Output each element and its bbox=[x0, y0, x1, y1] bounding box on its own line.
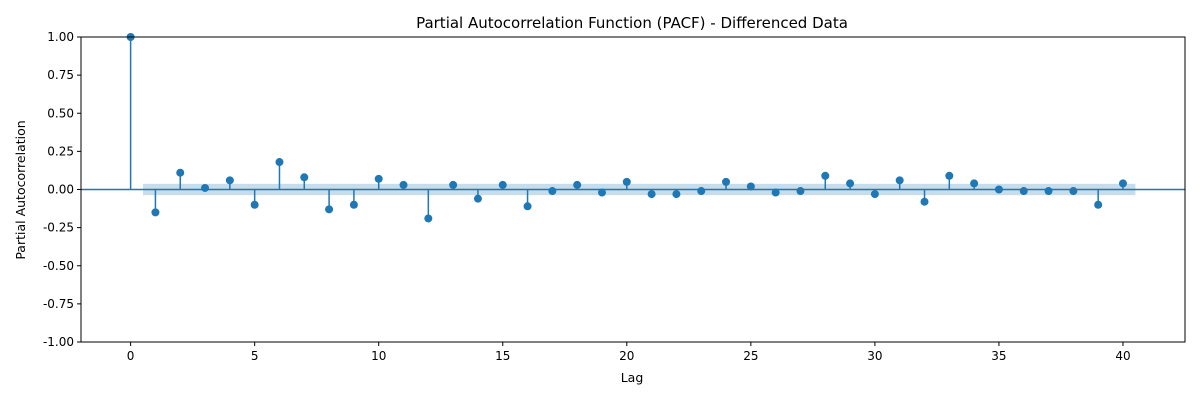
stem-marker bbox=[1118, 179, 1127, 188]
x-tick-label: 40 bbox=[1115, 349, 1130, 363]
stem-marker bbox=[945, 171, 954, 180]
stem-marker bbox=[796, 187, 805, 196]
stem-marker bbox=[399, 180, 408, 189]
stem-marker bbox=[473, 194, 482, 203]
stem-layer bbox=[126, 33, 1127, 223]
y-tick-label: 0.00 bbox=[47, 183, 74, 197]
stem-marker bbox=[994, 185, 1003, 194]
y-tick-label: 0.50 bbox=[47, 106, 74, 120]
stem-marker bbox=[325, 205, 334, 214]
stem-marker bbox=[275, 158, 284, 167]
stem-marker bbox=[821, 171, 830, 180]
x-tick-label: 10 bbox=[371, 349, 386, 363]
stem-marker bbox=[498, 180, 507, 189]
stem-marker bbox=[970, 179, 979, 188]
stem-marker bbox=[374, 174, 383, 183]
x-tick-label: 0 bbox=[127, 349, 135, 363]
stem-marker bbox=[176, 168, 185, 177]
stem-marker bbox=[870, 190, 879, 199]
stem-marker bbox=[722, 177, 731, 186]
stem-marker bbox=[771, 188, 780, 197]
stem-marker bbox=[697, 187, 706, 196]
y-tick-label: -0.50 bbox=[43, 259, 74, 273]
y-tick-label: -0.25 bbox=[43, 221, 74, 235]
y-tick-label: 0.75 bbox=[47, 68, 74, 82]
stem-marker bbox=[250, 200, 259, 209]
y-tick-label: -0.75 bbox=[43, 297, 74, 311]
stem-marker bbox=[746, 182, 755, 191]
stem-marker bbox=[225, 176, 234, 185]
stem-marker bbox=[151, 208, 160, 217]
stem-marker bbox=[622, 177, 631, 186]
stem-marker bbox=[449, 180, 458, 189]
stem-marker bbox=[1094, 200, 1103, 209]
stem-marker bbox=[201, 183, 210, 192]
stem-marker bbox=[672, 190, 681, 199]
y-tick-label: -1.00 bbox=[43, 335, 74, 349]
x-tick-label: 30 bbox=[867, 349, 882, 363]
stem-marker bbox=[1069, 187, 1078, 196]
stem-marker bbox=[920, 197, 929, 206]
stem-marker bbox=[300, 173, 309, 182]
y-axis-label: Partial Autocorrelation bbox=[13, 120, 28, 259]
stem-marker bbox=[349, 200, 358, 209]
stem-marker bbox=[895, 176, 904, 185]
y-tick-label: 0.25 bbox=[47, 144, 74, 158]
stem-marker bbox=[573, 180, 582, 189]
y-tick-label: 1.00 bbox=[47, 30, 74, 44]
stem-marker bbox=[424, 214, 433, 223]
x-tick-label: 5 bbox=[251, 349, 259, 363]
y-ticks-layer: -1.00 -0.75 -0.50 -0.25 0.00 0.25 0.50 0.75 1.00 bbox=[43, 30, 81, 349]
stem-marker bbox=[597, 188, 606, 197]
x-tick-label: 15 bbox=[495, 349, 510, 363]
chart-title: Partial Autocorrelation Function (PACF) … bbox=[416, 14, 848, 32]
x-tick-label: 35 bbox=[991, 349, 1006, 363]
x-tick-label: 25 bbox=[743, 349, 758, 363]
x-tick-label: 20 bbox=[619, 349, 634, 363]
stem-marker bbox=[647, 190, 656, 199]
x-axis-label: Lag bbox=[621, 370, 644, 385]
stem-marker bbox=[1019, 187, 1028, 196]
stem-marker bbox=[523, 202, 532, 211]
stem-marker bbox=[548, 187, 557, 196]
x-ticks-layer: 0 5 10 15 20 25 30 35 40 bbox=[127, 342, 1131, 363]
stem-marker bbox=[846, 179, 855, 188]
stem-marker bbox=[1044, 187, 1053, 196]
